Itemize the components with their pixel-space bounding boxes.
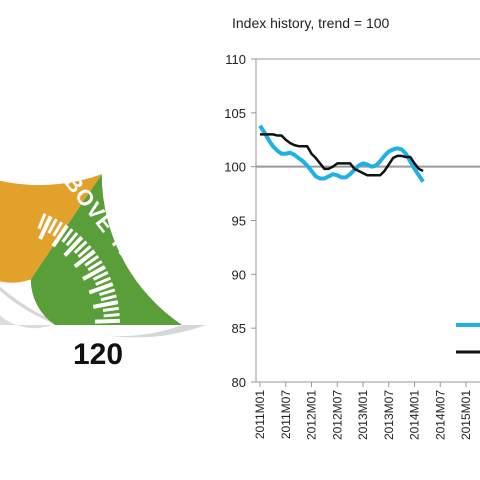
series-line [258, 124, 425, 183]
gauge-tick [63, 235, 84, 257]
gauge-tick [73, 240, 88, 254]
gauge-tick [52, 221, 64, 237]
gauge-tick [92, 300, 119, 309]
gauge-tick [84, 254, 100, 267]
gauge-tick [92, 271, 109, 281]
x-tick-label: 2013M01 [356, 390, 370, 440]
x-tick-label: 2013M07 [382, 390, 396, 440]
gauge-inner-face [0, 302, 120, 333]
gauge-tick [37, 213, 47, 230]
gauge-tick [61, 228, 74, 243]
x-tick-label: 2011M01 [253, 390, 267, 439]
plot-frame [255, 58, 480, 383]
gauge-tick [47, 218, 58, 234]
gauge-tick [73, 249, 96, 269]
y-tick-label: 85 [232, 321, 246, 336]
series-lines [258, 124, 425, 183]
chart-title: Index history, trend = 100 [232, 15, 390, 31]
gauge-face [0, 290, 182, 336]
gauge-tick [102, 306, 120, 313]
gauge-tick [87, 260, 103, 272]
x-tick-label: 2011M07 [279, 390, 293, 439]
x-tick-label: 2015M01 [459, 390, 473, 440]
plot-area [255, 58, 480, 383]
y-tick-label: 95 [232, 214, 246, 229]
gauge-tick [82, 265, 106, 281]
x-tick-label: 2014M01 [408, 390, 422, 440]
gauge-tick [100, 294, 117, 302]
y-tick-label: 90 [232, 267, 246, 282]
gauge-tick [94, 318, 120, 324]
gauge-tick [88, 282, 114, 295]
gauge-tick [95, 276, 112, 286]
x-tick-label: 2012M01 [305, 390, 319, 440]
x-tick-label: 2014M07 [433, 390, 447, 440]
gauge-tick [77, 245, 92, 258]
x-axis-ticks: 2011M01 2011M07 2012M01 2012M07 2013M01 2013M… [253, 382, 473, 440]
x-tick-label: 2012M07 [330, 390, 344, 440]
y-tick-label: 100 [224, 160, 246, 175]
gauge-tick [51, 224, 69, 248]
legend [456, 323, 480, 354]
y-tick-label: 80 [232, 375, 246, 390]
y-tick-label: 105 [224, 106, 246, 121]
gauge-ticks [37, 213, 120, 324]
y-axis-ticks: 80 85 90 95 100 105 110 [224, 52, 256, 390]
gauge-max-label: 120 [73, 338, 123, 371]
gauge-hub [0, 315, 52, 329]
gauge-green-zone [30, 174, 182, 325]
gauge-tick [38, 215, 53, 240]
series-line [260, 133, 424, 177]
gauge-tick [103, 313, 120, 318]
gauge-tick [65, 232, 79, 247]
gauge-tick [99, 288, 116, 297]
y-tick-label: 110 [225, 52, 246, 67]
